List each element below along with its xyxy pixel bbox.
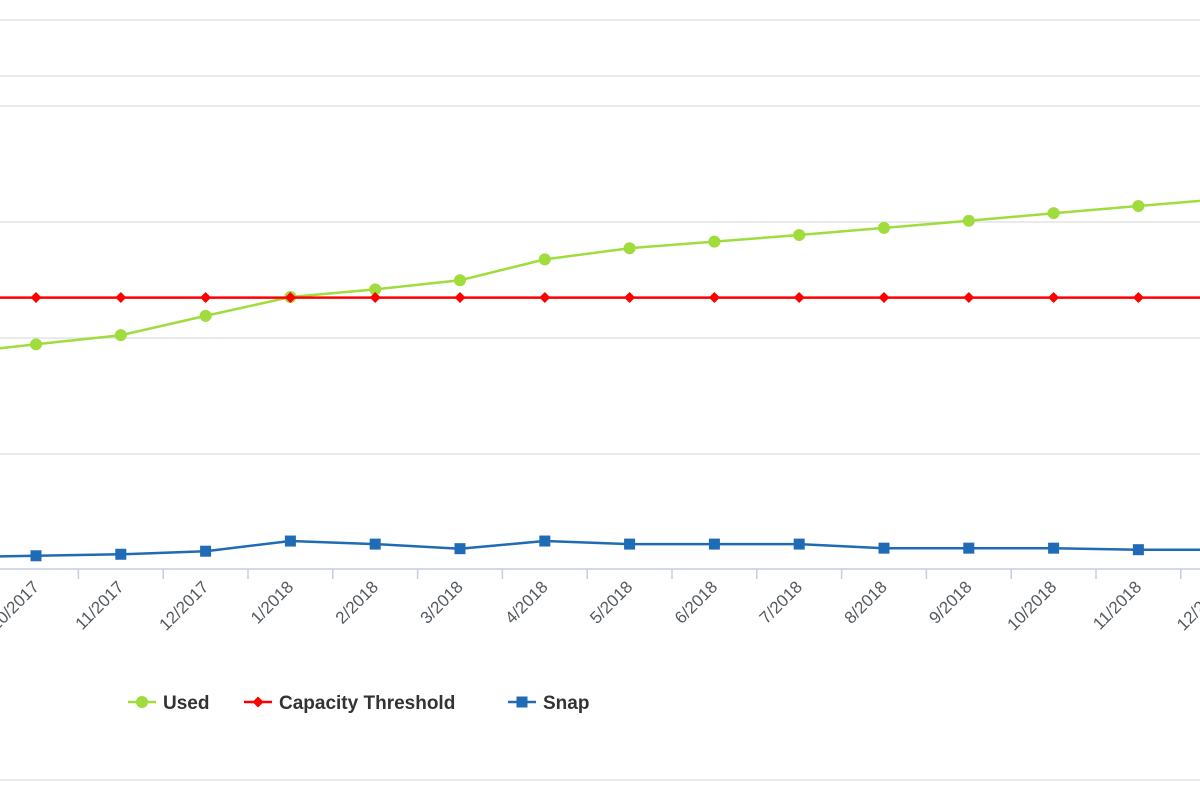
data-point <box>252 696 264 708</box>
legend-label: Snap <box>543 693 589 714</box>
data-point <box>708 538 720 550</box>
x-axis <box>0 568 1200 579</box>
legend-item[interactable]: Snap <box>508 693 589 714</box>
data-point <box>136 696 148 708</box>
data-point <box>30 292 42 304</box>
data-point <box>199 309 212 322</box>
data-point <box>539 292 551 304</box>
data-point <box>963 542 975 554</box>
data-point <box>708 235 721 248</box>
data-point <box>369 283 382 296</box>
data-point <box>200 292 212 304</box>
data-point <box>369 292 381 304</box>
data-point <box>1048 542 1060 554</box>
data-point <box>793 292 805 304</box>
plot-area <box>0 199 1200 562</box>
data-point <box>1132 544 1144 556</box>
data-point <box>284 292 296 304</box>
data-point <box>454 274 466 287</box>
series-snap <box>0 535 1200 562</box>
legend: Used Capacity Threshold Snap <box>128 693 589 714</box>
data-point <box>369 538 381 550</box>
gridlines <box>0 19 1200 781</box>
data-point <box>1048 292 1060 304</box>
data-point <box>115 548 127 560</box>
data-point <box>454 543 466 555</box>
data-point <box>1132 292 1144 304</box>
data-point <box>878 292 890 304</box>
data-point <box>793 229 806 242</box>
data-point <box>200 545 212 557</box>
series-used <box>0 199 1200 351</box>
data-point <box>30 338 42 351</box>
data-point <box>115 292 127 304</box>
data-point <box>1132 200 1145 213</box>
data-point <box>878 221 890 234</box>
data-point <box>1047 207 1060 220</box>
data-point <box>624 292 636 304</box>
series-capacity-threshold <box>0 292 1200 304</box>
data-point <box>624 538 636 550</box>
data-point <box>962 214 975 227</box>
data-point <box>454 292 466 304</box>
legend-label: Capacity Threshold <box>279 693 455 714</box>
data-point <box>114 329 127 342</box>
data-point <box>623 242 636 255</box>
legend-item[interactable]: Used <box>128 693 209 714</box>
legend-label: Used <box>163 693 209 714</box>
data-point <box>284 535 296 547</box>
data-point <box>538 253 551 266</box>
data-point <box>30 550 42 562</box>
data-point <box>793 538 805 550</box>
data-point <box>539 535 551 547</box>
data-point <box>516 696 528 708</box>
data-point <box>963 292 975 304</box>
data-point <box>878 542 890 554</box>
legend-item[interactable]: Capacity Threshold <box>244 693 455 714</box>
data-point <box>708 292 720 304</box>
